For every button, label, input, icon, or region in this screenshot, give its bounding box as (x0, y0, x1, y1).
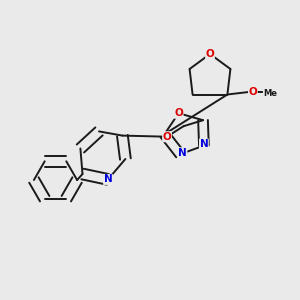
Text: N: N (103, 174, 112, 184)
Text: N: N (200, 139, 208, 149)
Text: N: N (178, 148, 187, 158)
Text: O: O (248, 86, 257, 97)
Text: O: O (206, 49, 214, 59)
Text: Me: Me (263, 88, 277, 98)
Text: O: O (163, 132, 171, 142)
Text: O: O (174, 108, 183, 118)
